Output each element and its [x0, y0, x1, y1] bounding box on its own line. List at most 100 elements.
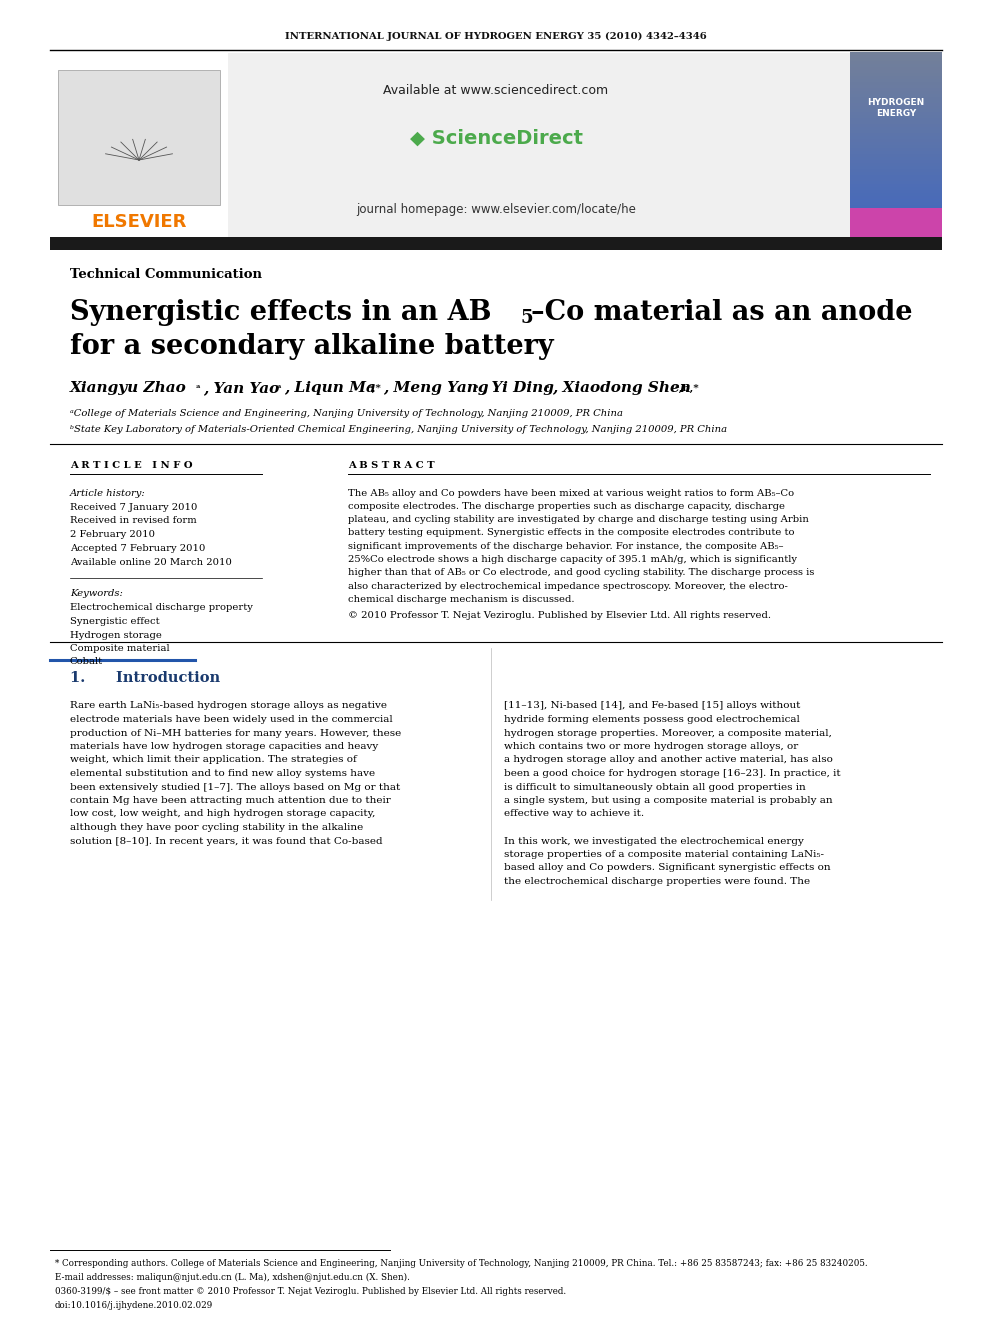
- Text: Article history:: Article history:: [70, 488, 146, 497]
- Text: ᵃ: ᵃ: [277, 384, 282, 393]
- Text: The AB₅ alloy and Co powders have been mixed at various weight ratios to form AB: The AB₅ alloy and Co powders have been m…: [348, 488, 795, 497]
- Text: solution [8–10]. In recent years, it was found that Co-based: solution [8–10]. In recent years, it was…: [70, 836, 383, 845]
- Bar: [850, 179, 942, 181]
- Text: Rare earth LaNi₅-based hydrogen storage alloys as negative: Rare earth LaNi₅-based hydrogen storage …: [70, 701, 387, 710]
- Text: been a good choice for hydrogen storage [16–23]. In practice, it: been a good choice for hydrogen storage …: [504, 769, 840, 778]
- Bar: [850, 151, 942, 153]
- Text: ◆ ScienceDirect: ◆ ScienceDirect: [410, 128, 582, 147]
- Text: A R T I C L E   I N F O: A R T I C L E I N F O: [70, 460, 192, 470]
- Text: 25%Co electrode shows a high discharge capacity of 395.1 mAh/g, which is signifi: 25%Co electrode shows a high discharge c…: [348, 556, 797, 564]
- Text: 5: 5: [521, 310, 534, 327]
- Bar: [850, 163, 942, 165]
- Text: ᵃCollege of Materials Science and Engineering, Nanjing University of Technology,: ᵃCollege of Materials Science and Engine…: [70, 409, 623, 418]
- Text: [11–13], Ni-based [14], and Fe-based [15] alloys without: [11–13], Ni-based [14], and Fe-based [15…: [504, 701, 801, 710]
- Text: ᵇState Key Laboratory of Materials-Oriented Chemical Engineering, Nanjing Univer: ᵇState Key Laboratory of Materials-Orien…: [70, 425, 727, 434]
- Text: , Liqun Ma: , Liqun Ma: [284, 381, 376, 396]
- Bar: [850, 169, 942, 172]
- Text: © 2010 Professor T. Nejat Veziroglu. Published by Elsevier Ltd. All rights reser: © 2010 Professor T. Nejat Veziroglu. Pub…: [348, 610, 771, 619]
- Text: materials have low hydrogen storage capacities and heavy: materials have low hydrogen storage capa…: [70, 742, 378, 751]
- Text: , Xiaodong Shen: , Xiaodong Shen: [552, 381, 690, 396]
- Bar: [850, 97, 942, 101]
- Bar: [850, 67, 942, 70]
- Text: for a secondary alkaline battery: for a secondary alkaline battery: [70, 333, 554, 360]
- Bar: [50, 53, 942, 238]
- Bar: [850, 82, 942, 85]
- Bar: [850, 112, 942, 115]
- Bar: [850, 217, 942, 220]
- Bar: [850, 229, 942, 232]
- Text: A B S T R A C T: A B S T R A C T: [348, 460, 434, 470]
- Text: low cost, low weight, and high hydrogen storage capacity,: low cost, low weight, and high hydrogen …: [70, 810, 375, 819]
- Bar: [850, 127, 942, 130]
- Bar: [850, 193, 942, 196]
- Text: Hydrogen storage: Hydrogen storage: [70, 631, 162, 639]
- Bar: [850, 226, 942, 229]
- Text: ELSEVIER: ELSEVIER: [91, 213, 186, 232]
- Text: Accepted 7 February 2010: Accepted 7 February 2010: [70, 544, 205, 553]
- Text: 0360-3199/$ – see front matter © 2010 Professor T. Nejat Veziroglu. Published by: 0360-3199/$ – see front matter © 2010 Pr…: [55, 1286, 566, 1295]
- Text: the electrochemical discharge properties were found. The: the electrochemical discharge properties…: [504, 877, 810, 886]
- Text: which contains two or more hydrogen storage alloys, or: which contains two or more hydrogen stor…: [504, 742, 799, 751]
- Bar: [850, 165, 942, 169]
- Text: although they have poor cycling stability in the alkaline: although they have poor cycling stabilit…: [70, 823, 363, 832]
- Text: Received 7 January 2010: Received 7 January 2010: [70, 503, 197, 512]
- Text: production of Ni–MH batteries for many years. However, these: production of Ni–MH batteries for many y…: [70, 729, 401, 737]
- Bar: [850, 89, 942, 91]
- Bar: [850, 52, 942, 56]
- Text: Cobalt: Cobalt: [70, 658, 103, 667]
- Text: storage properties of a composite material containing LaNi₅-: storage properties of a composite materi…: [504, 849, 824, 859]
- Text: INTERNATIONAL JOURNAL OF HYDROGEN ENERGY 35 (2010) 4342–4346: INTERNATIONAL JOURNAL OF HYDROGEN ENERGY…: [285, 32, 707, 41]
- Text: ᵃ,*: ᵃ,*: [368, 384, 382, 393]
- Bar: [850, 73, 942, 75]
- Bar: [850, 160, 942, 163]
- Bar: [850, 118, 942, 120]
- Text: Xiangyu Zhao: Xiangyu Zhao: [70, 381, 186, 396]
- Bar: [850, 61, 942, 64]
- Text: a hydrogen storage alloy and another active material, has also: a hydrogen storage alloy and another act…: [504, 755, 833, 765]
- Text: weight, which limit their application. The strategies of: weight, which limit their application. T…: [70, 755, 357, 765]
- Bar: [850, 184, 942, 187]
- Bar: [850, 101, 942, 103]
- Bar: [850, 64, 942, 67]
- Bar: [850, 205, 942, 208]
- Text: been extensively studied [1–7]. The alloys based on Mg or that: been extensively studied [1–7]. The allo…: [70, 782, 400, 791]
- Bar: [850, 58, 942, 61]
- Text: battery testing equipment. Synergistic effects in the composite electrodes contr: battery testing equipment. Synergistic e…: [348, 528, 795, 537]
- Text: hydride forming elements possess good electrochemical: hydride forming elements possess good el…: [504, 714, 800, 724]
- Bar: [850, 157, 942, 160]
- Text: Available at www.sciencedirect.com: Available at www.sciencedirect.com: [384, 83, 608, 97]
- Bar: [850, 94, 942, 97]
- Bar: [50, 237, 942, 250]
- Text: Received in revised form: Received in revised form: [70, 516, 196, 525]
- Text: ᵃ,b,*: ᵃ,b,*: [675, 384, 699, 393]
- Bar: [850, 148, 942, 151]
- Bar: [850, 124, 942, 127]
- Bar: [850, 187, 942, 191]
- Bar: [850, 106, 942, 108]
- Bar: [850, 202, 942, 205]
- Text: based alloy and Co powders. Significant synergistic effects on: based alloy and Co powders. Significant …: [504, 864, 830, 872]
- Bar: [850, 210, 942, 214]
- Text: Synergistic effects in an AB: Synergistic effects in an AB: [70, 299, 491, 327]
- Bar: [850, 136, 942, 139]
- Text: ᵃ: ᵃ: [545, 384, 550, 393]
- Bar: [850, 181, 942, 184]
- Text: plateau, and cycling stability are investigated by charge and discharge testing : plateau, and cycling stability are inves…: [348, 515, 808, 524]
- Bar: [850, 196, 942, 198]
- Bar: [850, 232, 942, 235]
- Bar: [50, 53, 228, 238]
- Text: 1.      Introduction: 1. Introduction: [70, 671, 220, 685]
- Text: Electrochemical discharge property: Electrochemical discharge property: [70, 603, 253, 613]
- Text: Available online 20 March 2010: Available online 20 March 2010: [70, 558, 232, 566]
- Text: significant improvements of the discharge behavior. For instance, the composite : significant improvements of the discharg…: [348, 541, 784, 550]
- Bar: [850, 235, 942, 238]
- Text: higher than that of AB₅ or Co electrode, and good cycling stability. The dischar: higher than that of AB₅ or Co electrode,…: [348, 569, 814, 577]
- Bar: [850, 91, 942, 94]
- Bar: [850, 70, 942, 73]
- Text: , Meng Yang: , Meng Yang: [383, 381, 488, 396]
- Text: electrode materials have been widely used in the commercial: electrode materials have been widely use…: [70, 714, 393, 724]
- Text: HYDROGEN
ENERGY: HYDROGEN ENERGY: [867, 98, 925, 118]
- Bar: [850, 120, 942, 124]
- Text: composite electrodes. The discharge properties such as discharge capacity, disch: composite electrodes. The discharge prop…: [348, 501, 785, 511]
- Text: Technical Communication: Technical Communication: [70, 267, 262, 280]
